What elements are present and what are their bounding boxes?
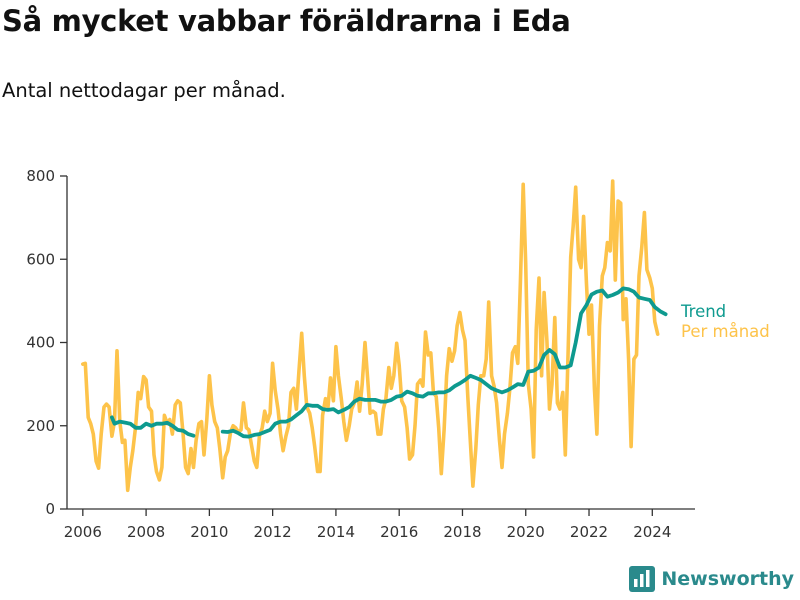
series-layer: [81, 179, 668, 493]
y-tick-label: 600: [26, 250, 55, 268]
y-tick-label: 200: [26, 417, 55, 435]
chart-title: Så mycket vabbar föräldrarna i Eda: [2, 4, 571, 38]
bar-chart-logo-icon: [629, 566, 656, 592]
x-tick-label: 2022: [570, 523, 608, 541]
series-label-per-manad: Per månad: [681, 322, 770, 341]
y-tick-label: 0: [45, 500, 55, 518]
x-tick-label: 2010: [190, 523, 228, 541]
x-tick-label: 2014: [317, 523, 355, 541]
x-tick-label: 2016: [380, 523, 418, 541]
chart-subtitle: Antal nettodagar per månad.: [2, 79, 286, 102]
series-label-trend: Trend: [680, 302, 726, 321]
axes: 0 200 400 600 800 2006 2008 2010 2012 2014 2016 201…: [26, 167, 695, 541]
series-line-per-manad: [81, 179, 660, 493]
x-tick-label: 2024: [633, 523, 671, 541]
y-tick-label: 400: [26, 334, 55, 352]
y-tick-label: 800: [26, 167, 55, 185]
x-tick-label: 2018: [443, 523, 481, 541]
x-tick-label: 2008: [127, 523, 165, 541]
brand-footer: Newsworthy: [629, 566, 794, 592]
x-tick-label: 2006: [64, 523, 102, 541]
x-tick-label: 2020: [507, 523, 545, 541]
x-tick-label: 2012: [254, 523, 292, 541]
series-line-trend: [110, 286, 668, 439]
brand-name: Newsworthy: [661, 568, 794, 590]
